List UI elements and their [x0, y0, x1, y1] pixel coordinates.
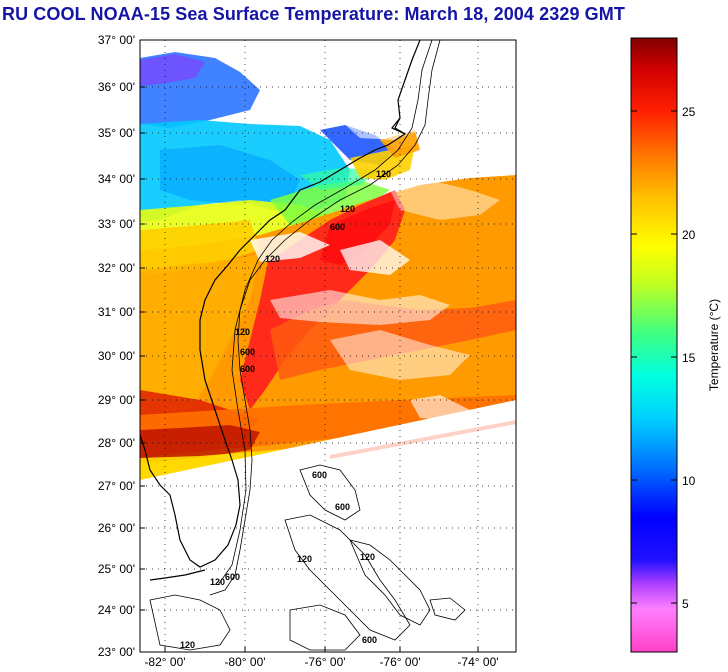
lat-label: 28° 00'	[98, 436, 135, 450]
lat-labels: 37° 00' 36° 00' 35° 00' 34° 00' 33° 00' …	[98, 33, 135, 659]
lon-label: -76° 00'	[304, 655, 345, 669]
contour-label: 120	[360, 552, 375, 562]
contour-label: 600	[330, 222, 345, 232]
contour-label: 120	[297, 554, 312, 564]
lat-label: 27° 00'	[98, 479, 135, 493]
lat-label: 24° 00'	[98, 603, 135, 617]
lon-label: -74° 00'	[457, 655, 498, 669]
lat-label: 26° 00'	[98, 521, 135, 535]
contour-label: 600	[312, 470, 327, 480]
map-frame	[139, 39, 517, 653]
lat-label: 23° 00'	[98, 645, 135, 659]
contour-label: 120	[180, 640, 195, 650]
lat-label: 36° 00'	[98, 80, 135, 94]
lon-ticks	[164, 647, 479, 652]
lon-label: -80° 00'	[224, 655, 265, 669]
contour-label: 120	[340, 204, 355, 214]
coastline	[140, 40, 421, 581]
lat-label: 30° 00'	[98, 349, 135, 363]
contour-label: 120	[376, 169, 391, 179]
lon-label: -82° 00'	[144, 655, 185, 669]
lat-label: 35° 00'	[98, 126, 135, 140]
lat-label: 37° 00'	[98, 33, 135, 47]
lat-label: 32° 00'	[98, 261, 135, 275]
map-title: RU COOL NOAA-15 Sea Surface Temperature:…	[2, 4, 625, 24]
contour-label: 120	[235, 327, 250, 337]
contour-label: 600	[362, 635, 377, 645]
lat-label: 29° 00'	[98, 393, 135, 407]
colorbar-tick-label: 15	[682, 351, 696, 365]
colorbar-ticks	[631, 110, 677, 604]
colorbar-label: Temperature (°C)	[707, 299, 721, 391]
colorbar-labels: 25 20 15 10 5	[682, 105, 696, 611]
colorbar-tick-label: 5	[682, 597, 689, 611]
contour-label: 600	[240, 364, 255, 374]
sst-field	[140, 52, 516, 652]
contour-labels: 120 120 600 120 120 600 600 600 120 120 …	[180, 169, 391, 650]
lat-ticks	[140, 39, 145, 653]
colorbar-tick-label: 25	[682, 105, 696, 119]
bathymetry-contours	[149, 40, 466, 651]
lat-label: 34° 00'	[98, 172, 135, 186]
graticule	[140, 40, 516, 652]
colorbar-tick-label: 20	[682, 228, 696, 242]
contour-label: 600	[335, 502, 350, 512]
colorbar-tick-label: 10	[682, 474, 696, 488]
lon-label: -76° 00'	[379, 655, 420, 669]
contour-label: 120	[265, 254, 280, 264]
lat-label: 31° 00'	[98, 305, 135, 319]
contour-label: 600	[240, 347, 255, 357]
contour-label: 600	[225, 572, 240, 582]
lon-labels: -82° 00' -80° 00' -76° 00' -76° 00' -74°…	[144, 655, 498, 669]
colorbar	[630, 37, 678, 653]
lat-label: 25° 00'	[98, 562, 135, 576]
lat-label: 33° 00'	[98, 217, 135, 231]
contour-label: 120	[210, 577, 225, 587]
